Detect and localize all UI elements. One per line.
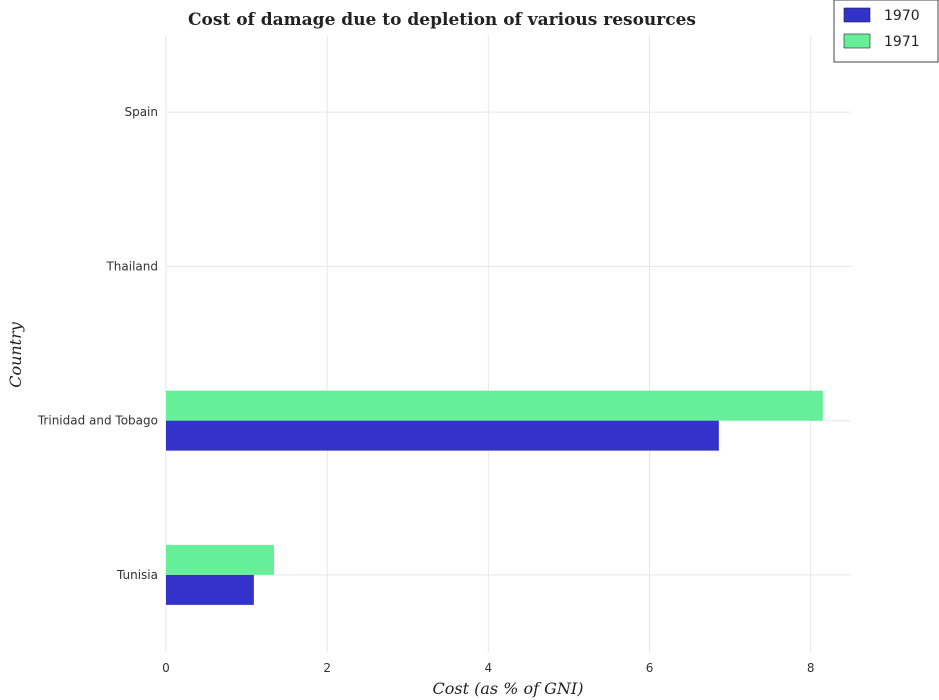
y-axis-label: Country [6, 321, 25, 388]
x-axis-label: Cost (as % of GNI) [433, 679, 584, 698]
legend-label-1971: 1971 [884, 34, 920, 50]
bar-1970-trinidad-and-tobago [166, 420, 719, 451]
x-tick-label: 2 [323, 661, 331, 675]
grid [165, 35, 851, 652]
y-axis-ticks: Spain Thailand Trinidad and Tobago Tunisia [37, 105, 158, 582]
x-tick-label: 6 [646, 661, 654, 675]
x-tick-label: 4 [485, 661, 493, 675]
bar-1971-trinidad-and-tobago [166, 390, 823, 421]
legend-label-1970: 1970 [884, 8, 920, 24]
y-tick-label: Tunisia [116, 568, 158, 582]
legend-swatch-1971 [843, 33, 871, 49]
x-axis-ticks: 0 2 4 6 8 [162, 661, 814, 675]
legend: 1970 1971 [833, 0, 939, 63]
bar-1971-tunisia [166, 544, 274, 575]
x-tick-label: 0 [162, 661, 170, 675]
legend-swatch-1970 [843, 7, 871, 23]
x-tick-label: 8 [807, 661, 815, 675]
bars [166, 390, 823, 605]
chart-title: Cost of damage due to depletion of vario… [188, 10, 696, 30]
y-tick-label: Trinidad and Tobago [37, 414, 158, 428]
y-tick-label: Thailand [105, 259, 158, 273]
bar-1970-tunisia [166, 574, 254, 605]
y-tick-label: Spain [124, 105, 158, 119]
